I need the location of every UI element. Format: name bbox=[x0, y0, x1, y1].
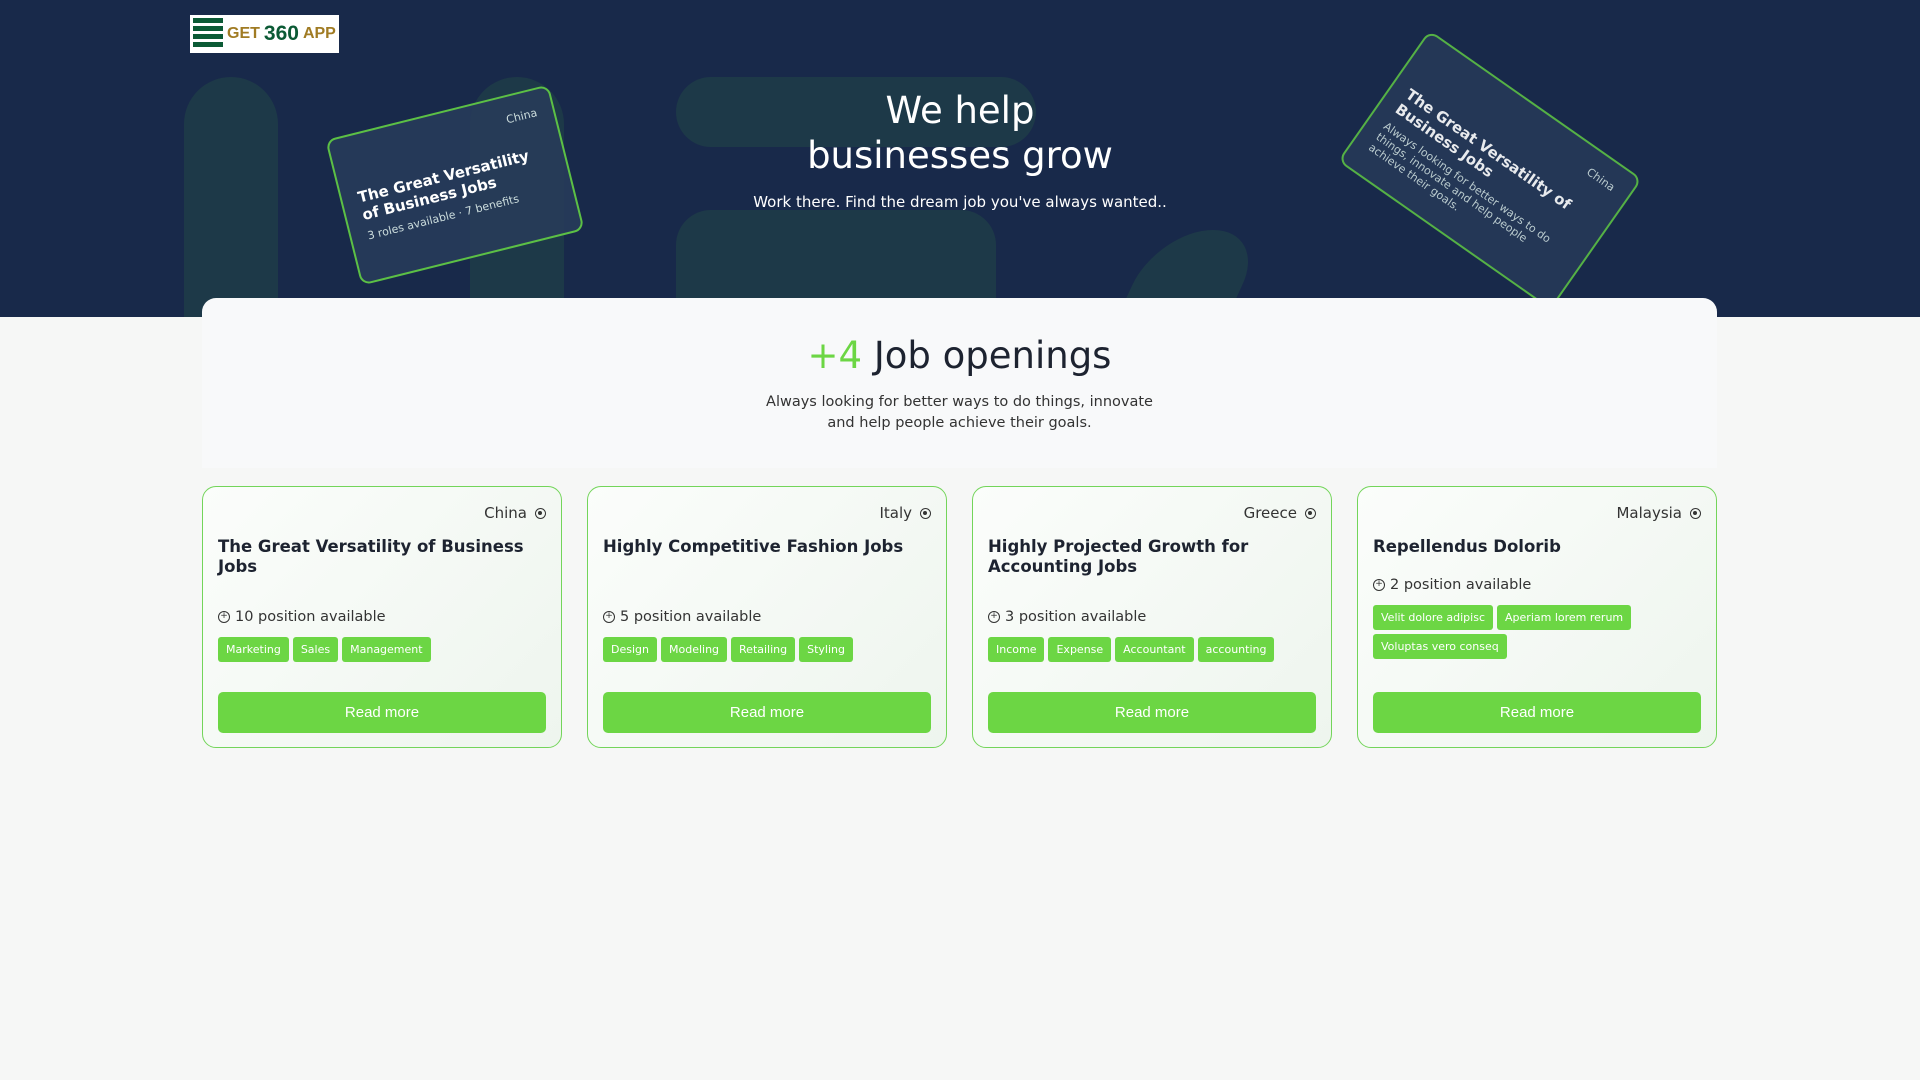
plus-circle-icon: + bbox=[1373, 579, 1385, 591]
positions-available: +5 position available bbox=[603, 607, 931, 627]
hero-subtitle: Work there. Find the dream job you've al… bbox=[753, 193, 1167, 211]
tag: Styling bbox=[799, 637, 853, 662]
location-text: Italy bbox=[879, 504, 912, 522]
job-title: Highly Competitive Fashion Jobs bbox=[603, 537, 904, 556]
positions-text: 2 position available bbox=[1390, 577, 1532, 593]
job-location: Malaysia bbox=[1616, 504, 1701, 522]
read-more-button[interactable]: Read more bbox=[988, 692, 1316, 733]
positions-text: 10 position available bbox=[235, 609, 386, 625]
job-location: Italy bbox=[879, 504, 931, 522]
logo-mark-icon bbox=[193, 18, 223, 50]
job-title: Repellendus Dolorib bbox=[1373, 537, 1561, 556]
tag: Expense bbox=[1048, 637, 1112, 662]
tag: Marketing bbox=[218, 637, 289, 662]
job-location: Greece bbox=[1244, 504, 1316, 522]
tag-list: Velit dolore adipisc Aperiam lorem rerum V… bbox=[1373, 605, 1701, 667]
job-card: Greece Highly Projected Growth for Accou… bbox=[972, 486, 1332, 748]
openings-description: Always looking for better ways to do thi… bbox=[766, 394, 1153, 431]
openings-title: +4 Job openings bbox=[807, 334, 1112, 377]
read-more-button[interactable]: Read more bbox=[218, 692, 546, 733]
tag: Retailing bbox=[731, 637, 796, 662]
logo-text: APP bbox=[302, 25, 336, 42]
location-pin-icon bbox=[1690, 507, 1701, 519]
job-card: Malaysia Repellendus Dolorib +2 position… bbox=[1357, 486, 1717, 748]
tag: Sales bbox=[292, 637, 339, 662]
location-text: Malaysia bbox=[1616, 504, 1682, 522]
positions-available: +3 position available bbox=[988, 607, 1316, 627]
logo-text: 360 bbox=[263, 22, 299, 45]
openings-panel: +4 Job openings Always looking for bette… bbox=[202, 298, 1717, 468]
location-pin-icon bbox=[535, 507, 546, 519]
positions-text: 3 position available bbox=[1005, 609, 1147, 625]
tag: Income bbox=[988, 637, 1045, 662]
location-pin-icon bbox=[920, 507, 931, 519]
read-more-button[interactable]: Read more bbox=[603, 692, 931, 733]
plus-circle-icon: + bbox=[218, 611, 230, 623]
tag: Modeling bbox=[660, 637, 728, 662]
positions-available: +2 position available bbox=[1373, 575, 1701, 595]
tag-list: Marketing Sales Management bbox=[218, 637, 546, 699]
tag: Aperiam lorem rerum bbox=[1497, 605, 1632, 630]
tag: accounting bbox=[1197, 637, 1275, 662]
positions-available: +10 position available bbox=[218, 607, 546, 627]
plus-circle-icon: + bbox=[603, 611, 615, 623]
openings-count: +4 bbox=[807, 334, 863, 377]
logo[interactable]: GET 360 APP bbox=[190, 15, 339, 53]
job-cards: China The Great Versatility of Business … bbox=[202, 486, 1717, 748]
tag: Voluptas vero conseq bbox=[1373, 634, 1507, 659]
job-title: Highly Projected Growth for Accounting J… bbox=[988, 537, 1249, 576]
job-location: China bbox=[484, 504, 546, 522]
tag-list: Income Expense Accountant accounting bbox=[988, 637, 1316, 699]
job-card: Italy Highly Competitive Fashion Jobs +5… bbox=[587, 486, 947, 748]
job-card: China The Great Versatility of Business … bbox=[202, 486, 562, 748]
hero-section: GET 360 APP China The Great Versatility … bbox=[0, 0, 1920, 317]
tag: Velit dolore adipisc bbox=[1373, 605, 1494, 630]
logo-text: GET bbox=[227, 25, 260, 42]
background-shape bbox=[676, 77, 1036, 147]
tag: Design bbox=[603, 637, 657, 662]
background-shape bbox=[184, 77, 278, 317]
job-title: The Great Versatility of Business Jobs bbox=[218, 537, 524, 576]
read-more-button[interactable]: Read more bbox=[1373, 692, 1701, 733]
tag: Management bbox=[342, 637, 431, 662]
location-text: Greece bbox=[1243, 504, 1297, 522]
location-pin-icon bbox=[1305, 507, 1316, 519]
tag-list: Design Modeling Retailing Styling bbox=[603, 637, 931, 699]
plus-circle-icon: + bbox=[988, 611, 1000, 623]
tag: Accountant bbox=[1115, 637, 1194, 662]
location-text: China bbox=[484, 504, 527, 522]
positions-text: 5 position available bbox=[620, 609, 762, 625]
hero-title: We help businesses grow bbox=[807, 89, 1113, 177]
